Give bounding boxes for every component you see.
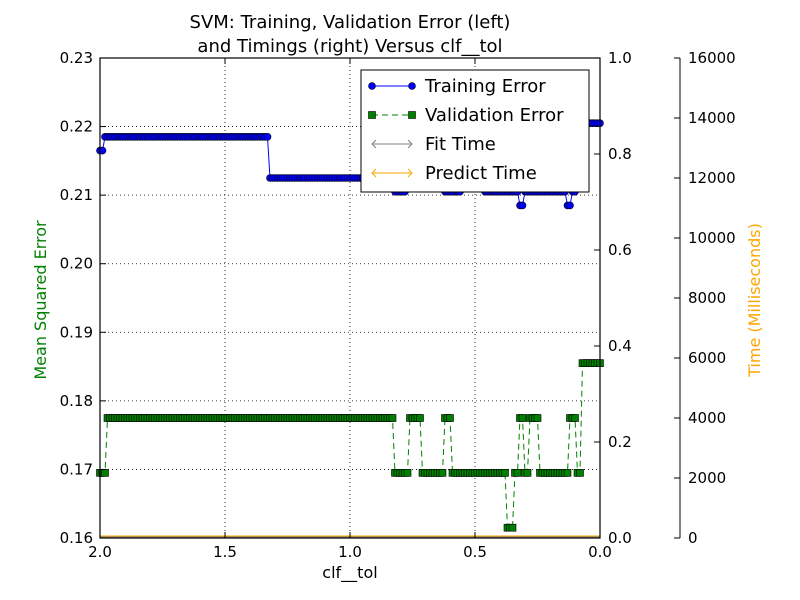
x-tick-label: 0.0 (588, 543, 612, 561)
left-y-tick-label: 0.22 (60, 118, 93, 136)
far-right-y-tick-label: 0 (688, 529, 698, 547)
left-y-axis-ticks: 0.16 0.17 0.18 0.19 0.20 0.21 0.22 0.23 (60, 49, 106, 547)
training-error-point (263, 133, 272, 141)
legend-entry-training: Training Error (368, 76, 546, 97)
legend-box (360, 69, 590, 193)
left-y-tick-label: 0.19 (60, 323, 93, 341)
validation-error-point (101, 469, 109, 477)
validation-error-point (563, 469, 572, 477)
chart-title-line-2: and Timings (right) Versus clf__tol (197, 36, 502, 57)
validation-error-point (576, 469, 584, 477)
validation-error-point (571, 414, 579, 422)
right-y-tick-label: 0.0 (608, 529, 632, 547)
far-right-y-tick-label: 16000 (688, 49, 736, 67)
left-y-axis-label: Mean Squared Error (31, 220, 50, 380)
far-right-y-tick-label: 6000 (688, 349, 726, 367)
legend-label-predict-time: Predict Time (425, 163, 537, 184)
far-right-y-tick-label: 2000 (688, 469, 726, 487)
validation-error-point (523, 469, 532, 477)
training-error-point (566, 201, 574, 210)
validation-error-point (513, 469, 522, 477)
legend: Training Error Validation Error Fit Time… (360, 69, 590, 193)
validation-error-point (403, 469, 412, 477)
validation-error-point (533, 414, 542, 422)
x-tick-label: 1.5 (213, 543, 237, 561)
validation-error-point (388, 414, 397, 422)
legend-marker-validation (408, 111, 416, 119)
legend-entry-validation: Validation Error (368, 105, 564, 126)
legend-label-validation: Validation Error (425, 105, 564, 126)
far-right-y-tick-label: 4000 (688, 409, 726, 427)
right-y-tick-label: 0.2 (608, 433, 632, 451)
validation-error-point (416, 414, 424, 422)
validation-error-point (501, 469, 509, 477)
left-y-tick-label: 0.17 (60, 460, 93, 478)
far-right-y-tick-label: 10000 (688, 229, 736, 247)
left-y-tick-label: 0.18 (60, 392, 93, 410)
validation-error-point (518, 414, 527, 422)
training-error-point (518, 201, 527, 210)
x-tick-label: 0.5 (463, 543, 487, 561)
right-y-tick-label: 0.6 (608, 241, 632, 259)
legend-marker-training (368, 82, 376, 90)
validation-error-point (508, 523, 517, 532)
chart-title-line-1: SVM: Training, Validation Error (left) (190, 12, 511, 33)
legend-label-training: Training Error (424, 76, 546, 97)
right-y-axis-ticks: 0.0 0.2 0.4 0.6 0.8 1.0 (594, 49, 632, 547)
legend-entry-fit-time: Fit Time (371, 134, 496, 155)
far-right-y-tick-label: 8000 (688, 289, 726, 307)
left-y-tick-label: 0.21 (60, 186, 93, 204)
training-error-point (98, 146, 107, 155)
far-right-y-axis-ticks: 0 2000 4000 6000 8000 10000 12000 14000 16000 (674, 49, 736, 547)
right-y-tick-label: 0.8 (608, 145, 632, 163)
left-y-tick-label: 0.23 (60, 49, 93, 67)
left-y-tick-label: 0.20 (60, 255, 93, 273)
legend-label-fit-time: Fit Time (425, 134, 496, 155)
right-y-tick-label: 1.0 (608, 49, 632, 67)
legend-marker-fit-time (407, 139, 413, 149)
legend-marker-validation (368, 111, 376, 119)
far-right-y-tick-label: 14000 (688, 109, 736, 127)
x-tick-label: 2.0 (88, 543, 112, 561)
far-right-y-tick-label: 12000 (688, 169, 736, 187)
legend-entry-predict-time: Predict Time (371, 163, 537, 184)
x-axis-ticks: 2.0 1.5 1.0 0.5 0.0 (88, 58, 612, 561)
left-y-tick-label: 0.16 (60, 529, 93, 547)
legend-marker-fit-time (371, 139, 377, 149)
validation-error-point (446, 414, 454, 422)
right-y-tick-label: 0.4 (608, 337, 632, 355)
legend-marker-training (408, 82, 416, 90)
x-tick-label: 1.0 (338, 543, 362, 561)
right-y-axis-label: Time (Milliseconds) (745, 223, 764, 378)
validation-error-point (438, 469, 447, 477)
legend-marker-predict-time (407, 168, 413, 178)
legend-marker-predict-time (371, 168, 377, 178)
x-axis-label: clf__tol (322, 563, 377, 583)
